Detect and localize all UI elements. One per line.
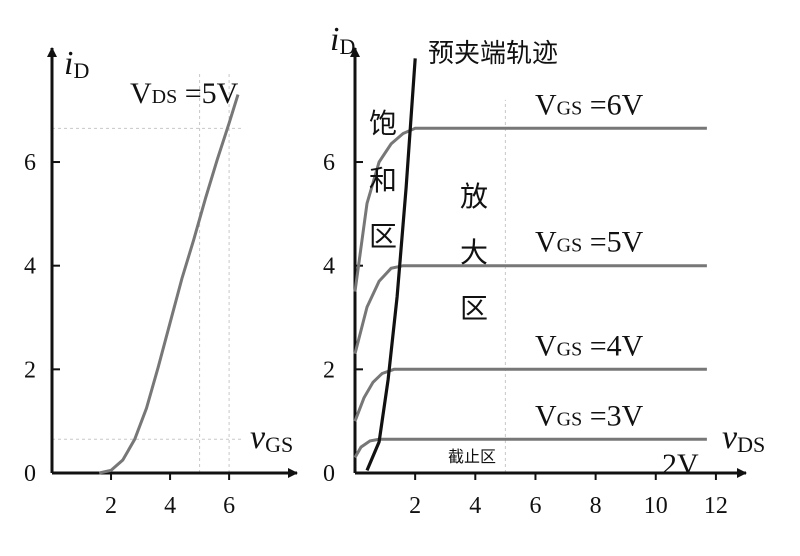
series-label-1: VGS =5V xyxy=(535,226,644,259)
series-label-2: VGS =4V xyxy=(535,329,644,362)
series-label-3-main: V xyxy=(535,399,557,432)
right-ticks: 2 4 6 8 10 12 0 2 4 6 xyxy=(323,150,728,519)
output-curve-vgs-3v xyxy=(353,437,707,459)
left-x-tick-label-1: 4 xyxy=(164,493,176,519)
left-ylabel-sub: D xyxy=(73,58,89,83)
right-x-tick-label-2: 6 xyxy=(529,493,541,519)
series-label-0: VGS =6V xyxy=(535,88,644,121)
left-ylabel-main: i xyxy=(64,45,73,82)
right-x-tick-label-1: 4 xyxy=(469,493,481,519)
output-curve-vgs-4v xyxy=(353,367,707,422)
left-guide-lines xyxy=(52,73,244,473)
saturation-region-char-2: 和 xyxy=(369,164,397,197)
left-y-tick-label-2: 4 xyxy=(24,254,36,280)
series-label-3-sub: GS xyxy=(557,408,583,430)
two-v-annotation: 2V xyxy=(662,448,699,481)
left-y-tick-label-1: 2 xyxy=(24,357,36,383)
left-y-tick-label-0: 0 xyxy=(24,461,36,487)
amplification-region-char-1: 放 xyxy=(460,180,488,213)
cutoff-region-label: 截止区 xyxy=(448,447,496,466)
left-vds-sub: DS xyxy=(152,86,178,108)
left-x-tick-label-0: 2 xyxy=(105,493,117,519)
series-label-2-main: V xyxy=(535,329,557,362)
right-x-tick-label-0: 2 xyxy=(409,493,421,519)
pinch-off-locus-curve xyxy=(365,58,417,472)
series-label-3: VGS =3V xyxy=(535,399,644,432)
series-label-1-rest: =5V xyxy=(582,226,643,259)
transfer-characteristic-chart: 2 4 6 0 2 4 6 iD vGS VDS =5V xyxy=(24,45,298,519)
left-vds-rest: =5V xyxy=(177,77,238,110)
saturation-region-char-1: 饱 xyxy=(369,107,397,140)
series-label-1-main: V xyxy=(535,226,557,259)
left-x-tick-label-2: 6 xyxy=(223,493,235,519)
series-label-3-rest: =3V xyxy=(582,399,643,432)
right-y-tick-label-1: 2 xyxy=(323,357,335,383)
saturation-region-char-3: 区 xyxy=(369,220,397,253)
right-ylabel: iD xyxy=(330,21,355,59)
left-xlabel-sub: GS xyxy=(265,432,293,457)
amplification-region-char-2: 大 xyxy=(460,236,488,269)
right-ylabel-sub: D xyxy=(339,34,355,59)
series-label-1-sub: GS xyxy=(557,235,583,257)
right-xlabel: vDS xyxy=(722,419,765,457)
left-transfer-curve xyxy=(98,94,240,475)
series-label-0-sub: GS xyxy=(557,97,583,119)
right-xlabel-main: v xyxy=(722,419,738,456)
output-curve-vgs-5v xyxy=(353,264,707,355)
left-vds-annotation: VDS =5V xyxy=(130,77,239,110)
right-x-tick-label-3: 8 xyxy=(590,493,602,519)
right-output-curves xyxy=(353,126,707,459)
series-label-2-sub: GS xyxy=(557,338,583,360)
series-label-2-rest: =4V xyxy=(582,329,643,362)
right-x-tick-label-5: 12 xyxy=(704,493,728,519)
right-xlabel-sub: DS xyxy=(737,432,765,457)
series-label-0-rest: =6V xyxy=(582,88,643,121)
left-vds-main: V xyxy=(130,77,152,110)
series-label-0-main: V xyxy=(535,88,557,121)
left-xlabel-main: v xyxy=(250,419,266,456)
pinch-off-locus-label: 预夹端轨迹 xyxy=(428,39,558,69)
right-ylabel-main: i xyxy=(330,21,339,58)
right-y-tick-label-0: 0 xyxy=(323,461,335,487)
left-y-tick-label-3: 6 xyxy=(24,150,36,176)
amplification-region-char-3: 区 xyxy=(460,292,488,325)
left-ticks: 2 4 6 0 2 4 6 xyxy=(24,150,235,519)
left-ylabel: iD xyxy=(64,45,89,83)
right-y-tick-label-3: 6 xyxy=(323,150,335,176)
output-curve-vgs-6v xyxy=(353,126,707,292)
left-xlabel: vGS xyxy=(250,419,293,457)
right-y-tick-label-2: 4 xyxy=(323,254,335,280)
right-x-tick-label-4: 10 xyxy=(644,493,668,519)
